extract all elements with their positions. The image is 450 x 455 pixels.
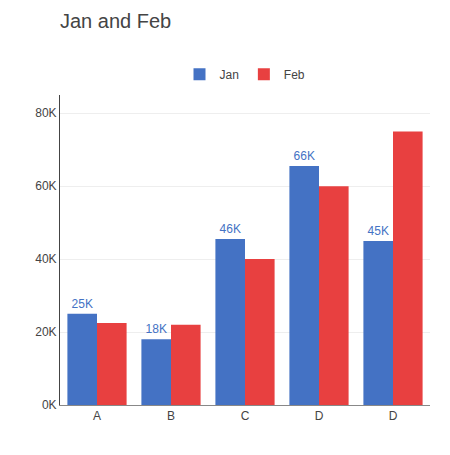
svg-text:D: D bbox=[389, 409, 398, 423]
svg-text:25K: 25K bbox=[72, 297, 93, 311]
svg-text:D: D bbox=[315, 409, 324, 423]
svg-text:40K: 40K bbox=[35, 252, 56, 266]
svg-text:Jan: Jan bbox=[220, 68, 239, 82]
svg-text:80K: 80K bbox=[35, 106, 56, 120]
svg-text:C: C bbox=[241, 409, 250, 423]
svg-text:0K: 0K bbox=[42, 398, 57, 412]
svg-text:A: A bbox=[93, 409, 101, 423]
svg-text:B: B bbox=[167, 409, 175, 423]
svg-text:Feb: Feb bbox=[284, 68, 305, 82]
svg-text:Jan and Feb: Jan and Feb bbox=[60, 10, 171, 32]
svg-text:20K: 20K bbox=[35, 325, 56, 339]
svg-text:46K: 46K bbox=[220, 222, 241, 236]
svg-text:66K: 66K bbox=[294, 149, 315, 163]
svg-text:60K: 60K bbox=[35, 179, 56, 193]
svg-text:18K: 18K bbox=[146, 322, 167, 336]
svg-text:45K: 45K bbox=[368, 224, 389, 238]
